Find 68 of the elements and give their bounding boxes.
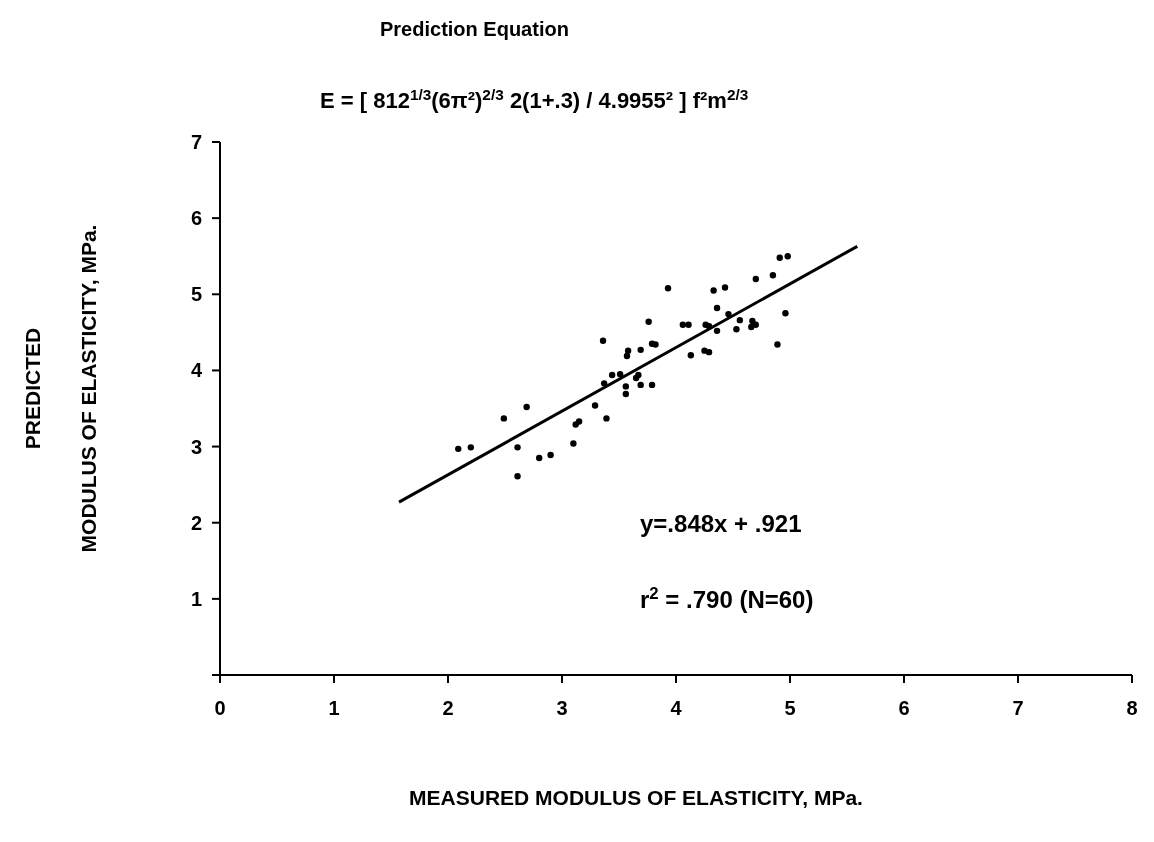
point [710,287,717,294]
x-tick-label: 2 [442,697,454,719]
point [455,445,462,453]
x-tick-label: 8 [1126,697,1138,719]
x-tick-label: 5 [784,697,796,719]
point [705,348,713,356]
point [748,323,755,331]
point [608,371,616,379]
x-tick-label: 0 [214,697,226,719]
point [784,253,791,260]
point [603,415,610,422]
annotation: r$^{2}$ = .790 (N=60) [640,583,814,613]
point [514,473,521,480]
point [713,327,721,335]
point [622,390,630,398]
point [652,341,659,348]
x-tick-label: 7 [1012,697,1024,719]
point [514,444,521,451]
point [523,403,530,411]
text: PREDICTED MODULUS OF ELASTICITY, MPa. [21,224,100,553]
annotation: y=.848x + .921 [640,510,802,537]
point [687,352,695,359]
point [599,337,607,344]
point [623,352,631,360]
point [624,347,632,354]
point [536,454,543,462]
point [645,318,652,325]
point [591,402,599,409]
point [749,317,756,325]
point [467,444,474,451]
x-tick-label: 6 [898,697,910,719]
point [782,310,789,317]
x-tick-label: 1 [328,697,340,719]
point [685,321,692,328]
y-tick-label: 2 [190,511,202,534]
y-tick-label: 7 [190,131,202,153]
x-tick-label: 3 [556,697,568,719]
x-axis-title: MEASURED MODULUS OF ELASTICITY, MPa. [409,786,863,809]
point [648,381,656,389]
y-tick-label: 4 [190,359,203,382]
point [769,272,777,279]
point [774,341,781,348]
point [600,380,608,387]
point [637,346,644,354]
y-tick-label: 5 [190,283,202,306]
point [736,316,744,324]
point [500,415,508,422]
y-tick-label: 1 [190,587,202,610]
point [721,284,729,291]
y-tick-label: 3 [190,435,202,458]
point [725,310,732,318]
point [776,254,783,261]
point [679,321,687,328]
point [616,371,624,378]
chart-title: Prediction Equation [380,18,569,40]
point [752,275,759,283]
point [664,284,672,292]
point [570,440,577,447]
point [733,326,740,333]
point [752,321,759,328]
point [637,381,644,389]
point [713,304,721,312]
point [622,383,630,390]
y-tick-label: 6 [190,207,202,230]
point [547,451,554,459]
x-tick-label: 4 [670,697,683,719]
point [575,418,583,425]
chart-subtitle: E = [ 812$^{1/3}$(6π²)$^{2/3}$ 2(1+.3) / 4.9955² ] f²m$^{2/3}$ [320,85,749,113]
